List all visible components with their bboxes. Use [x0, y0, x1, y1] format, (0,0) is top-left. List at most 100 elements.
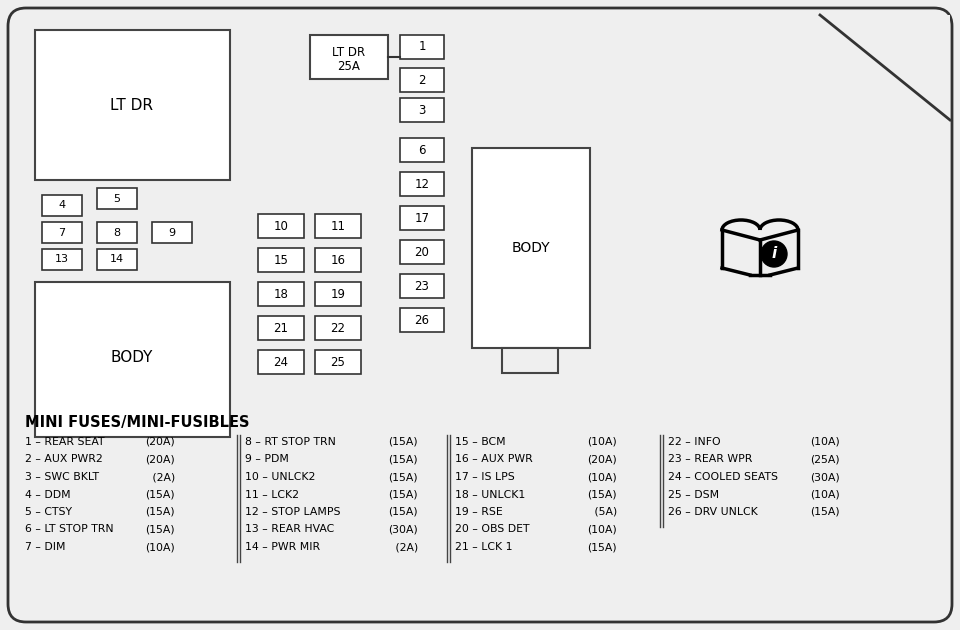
Text: 7: 7	[59, 227, 65, 238]
Bar	[400, 240, 444, 264]
Text: 18: 18	[274, 287, 288, 301]
Text: LT DR: LT DR	[332, 45, 366, 59]
Text: 9: 9	[168, 227, 176, 238]
Text: (15A): (15A)	[389, 490, 418, 500]
Text: (10A): (10A)	[588, 437, 617, 447]
Bar	[315, 282, 361, 306]
Text: (2A): (2A)	[149, 472, 175, 482]
Text: 10 – UNLCK2: 10 – UNLCK2	[245, 472, 316, 482]
Bar	[400, 172, 444, 196]
Text: (20A): (20A)	[588, 454, 617, 464]
Text: MINI FUSES/MINI-FUSIBLES: MINI FUSES/MINI-FUSIBLES	[25, 415, 250, 430]
Text: 13: 13	[55, 255, 69, 265]
Text: 24 – COOLED SEATS: 24 – COOLED SEATS	[668, 472, 778, 482]
Text: 14: 14	[110, 255, 124, 265]
Text: 11: 11	[330, 219, 346, 232]
Text: (10A): (10A)	[810, 437, 840, 447]
Bar	[400, 98, 444, 122]
Bar	[315, 248, 361, 272]
Text: 22 – INFO: 22 – INFO	[668, 437, 721, 447]
Text: 13 – REAR HVAC: 13 – REAR HVAC	[245, 525, 334, 534]
Text: 3 – SWC BKLT: 3 – SWC BKLT	[25, 472, 99, 482]
Bar	[97, 188, 137, 209]
Text: 22: 22	[330, 321, 346, 335]
Text: 5 – CTSY: 5 – CTSY	[25, 507, 72, 517]
Bar	[315, 350, 361, 374]
Text: 12 – STOP LAMPS: 12 – STOP LAMPS	[245, 507, 341, 517]
Text: 21: 21	[274, 321, 289, 335]
Text: 15: 15	[274, 253, 288, 266]
Text: (15A): (15A)	[588, 542, 617, 552]
Bar	[258, 214, 304, 238]
Text: (15A): (15A)	[145, 525, 175, 534]
Text: 3: 3	[419, 103, 425, 117]
Text: 4: 4	[59, 200, 65, 210]
Bar	[400, 206, 444, 230]
Text: (10A): (10A)	[145, 542, 175, 552]
Text: (25A): (25A)	[810, 454, 840, 464]
Bar	[42, 249, 82, 270]
Text: 12: 12	[415, 178, 429, 190]
Text: (15A): (15A)	[389, 507, 418, 517]
Text: (30A): (30A)	[810, 472, 840, 482]
Bar	[472, 148, 590, 348]
Bar	[258, 282, 304, 306]
Text: 21 – LCK 1: 21 – LCK 1	[455, 542, 513, 552]
Text: 5: 5	[113, 193, 121, 203]
Bar	[97, 222, 137, 243]
Text: 19: 19	[330, 287, 346, 301]
Bar	[502, 348, 558, 373]
Bar	[258, 316, 304, 340]
Bar	[35, 282, 230, 437]
Text: (20A): (20A)	[145, 437, 175, 447]
Text: i: i	[772, 246, 777, 261]
Text: 23 – REAR WPR: 23 – REAR WPR	[668, 454, 753, 464]
Text: 7 – DIM: 7 – DIM	[25, 542, 65, 552]
Polygon shape	[820, 15, 950, 120]
Text: 20: 20	[415, 246, 429, 258]
Bar	[315, 214, 361, 238]
Bar	[258, 248, 304, 272]
Text: 4 – DDM: 4 – DDM	[25, 490, 71, 500]
Text: 23: 23	[415, 280, 429, 292]
Bar	[97, 249, 137, 270]
Circle shape	[761, 241, 787, 267]
Text: 26 – DRV UNLCK: 26 – DRV UNLCK	[668, 507, 757, 517]
Text: BODY: BODY	[512, 241, 550, 255]
Text: 19 – RSE: 19 – RSE	[455, 507, 503, 517]
Text: 25 – DSM: 25 – DSM	[668, 490, 719, 500]
Text: (15A): (15A)	[389, 472, 418, 482]
Text: (15A): (15A)	[588, 490, 617, 500]
Text: (2A): (2A)	[392, 542, 418, 552]
Text: 2 – AUX PWR2: 2 – AUX PWR2	[25, 454, 103, 464]
Text: 10: 10	[274, 219, 288, 232]
Text: (15A): (15A)	[389, 454, 418, 464]
Text: (15A): (15A)	[145, 490, 175, 500]
Text: 8 – RT STOP TRN: 8 – RT STOP TRN	[245, 437, 336, 447]
Text: (15A): (15A)	[389, 437, 418, 447]
Text: 17: 17	[415, 212, 429, 224]
Text: 16: 16	[330, 253, 346, 266]
Bar	[400, 308, 444, 332]
Text: (5A): (5A)	[590, 507, 617, 517]
Text: 20 – OBS DET: 20 – OBS DET	[455, 525, 530, 534]
Bar	[315, 316, 361, 340]
Text: 6: 6	[419, 144, 425, 156]
Bar	[400, 274, 444, 298]
Text: 14 – PWR MIR: 14 – PWR MIR	[245, 542, 320, 552]
Text: (15A): (15A)	[810, 507, 840, 517]
Bar	[400, 35, 444, 59]
Text: 8: 8	[113, 227, 121, 238]
Text: (20A): (20A)	[145, 454, 175, 464]
FancyBboxPatch shape	[8, 8, 952, 622]
Bar	[400, 138, 444, 162]
Text: 24: 24	[274, 355, 289, 369]
Text: 25A: 25A	[338, 59, 360, 72]
Text: (10A): (10A)	[588, 525, 617, 534]
Text: 1: 1	[419, 40, 425, 54]
Text: 17 – IS LPS: 17 – IS LPS	[455, 472, 515, 482]
Text: 25: 25	[330, 355, 346, 369]
Text: (15A): (15A)	[145, 507, 175, 517]
Bar	[42, 222, 82, 243]
Bar	[310, 35, 388, 79]
